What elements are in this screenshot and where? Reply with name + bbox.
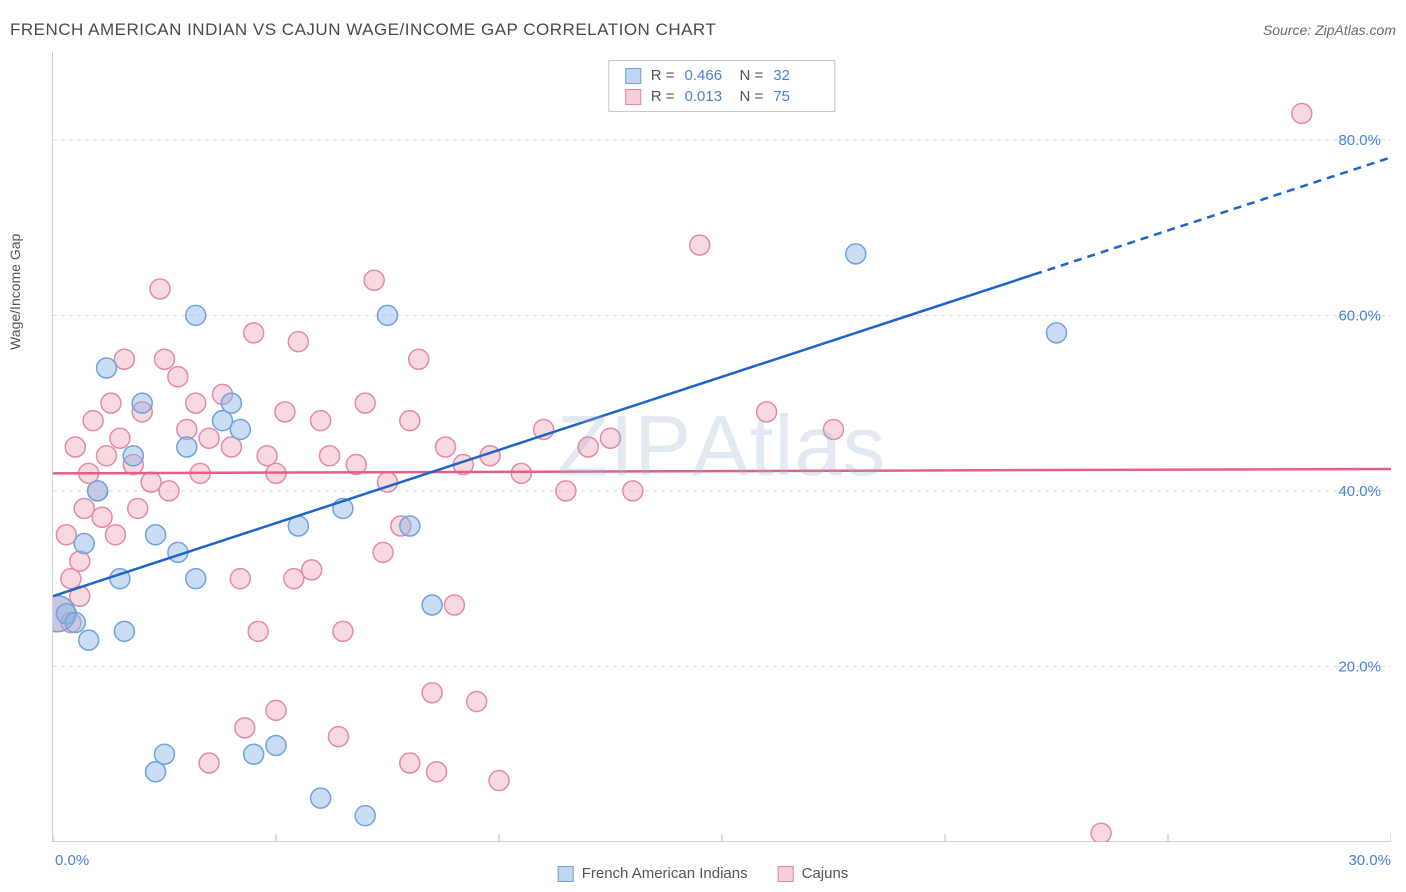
legend-item-a: French American Indians	[558, 865, 748, 882]
n-label-b: N =	[740, 88, 764, 105]
svg-text:40.0%: 40.0%	[1338, 483, 1381, 500]
r-value-b: 0.013	[685, 88, 730, 105]
legend-item-b: Cajuns	[778, 865, 849, 882]
legend-label-b: Cajuns	[802, 865, 849, 882]
legend-label-a: French American Indians	[582, 865, 748, 882]
chart-container: FRENCH AMERICAN INDIAN VS CAJUN WAGE/INC…	[0, 0, 1406, 892]
source-attribution: Source: ZipAtlas.com	[1263, 22, 1396, 38]
scatter-plot-svg: 20.0% 40.0% 60.0% 80.0%	[53, 52, 1391, 842]
legend-swatch-bottom-a	[558, 866, 574, 882]
legend-row-a: R = 0.466 N = 32	[625, 67, 819, 84]
legend-swatch-a	[625, 68, 641, 84]
legend-swatch-bottom-b	[778, 866, 794, 882]
legend-row-b: R = 0.013 N = 75	[625, 88, 819, 105]
x-tick-label: 0.0%	[55, 852, 89, 869]
x-tick-label: 30.0%	[1348, 852, 1391, 869]
r-label-b: R =	[651, 88, 675, 105]
svg-text:80.0%: 80.0%	[1338, 132, 1381, 149]
n-value-b: 75	[773, 88, 818, 105]
chart-area: 20.0%40.0%60.0%80.0% ZIPAtlas R = 0.466 …	[52, 52, 1390, 842]
series-legend: French American Indians Cajuns	[558, 865, 849, 882]
correlation-legend: R = 0.466 N = 32 R = 0.013 N = 75	[608, 60, 836, 112]
chart-title: FRENCH AMERICAN INDIAN VS CAJUN WAGE/INC…	[10, 20, 716, 40]
legend-swatch-b	[625, 89, 641, 105]
svg-text:20.0%: 20.0%	[1338, 658, 1381, 675]
svg-text:60.0%: 60.0%	[1338, 307, 1381, 324]
y-axis-label: Wage/Income Gap	[7, 234, 23, 350]
n-value-a: 32	[773, 67, 818, 84]
n-label-a: N =	[740, 67, 764, 84]
r-label-a: R =	[651, 67, 675, 84]
r-value-a: 0.466	[685, 67, 730, 84]
title-bar: FRENCH AMERICAN INDIAN VS CAJUN WAGE/INC…	[10, 20, 1396, 40]
